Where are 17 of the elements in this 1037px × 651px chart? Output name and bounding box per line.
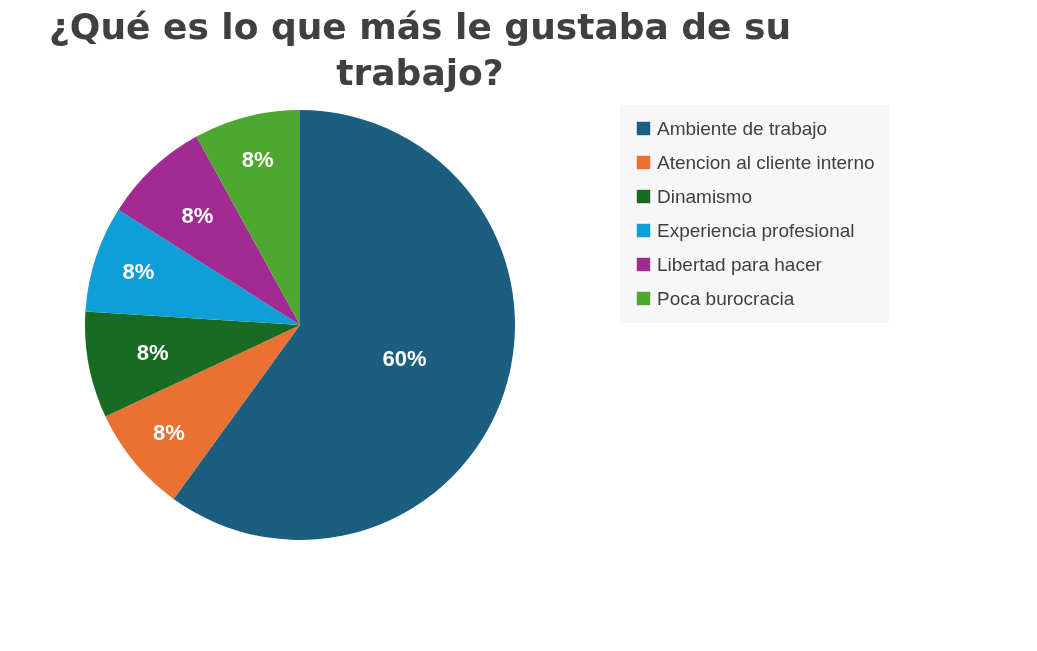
- legend-label: Poca burocracia: [657, 287, 795, 309]
- pie-slice: [85, 209, 300, 325]
- data-label: 8%: [136, 340, 169, 366]
- data-label: 8%: [241, 147, 274, 173]
- legend-label: Libertad para hacer: [657, 253, 823, 275]
- data-label: 8%: [122, 259, 155, 285]
- data-label: 8%: [181, 202, 214, 228]
- chart-title: ¿Qué es lo que más le gustaba de su trabajo?: [48, 6, 792, 93]
- legend-label: Dinamismo: [657, 185, 753, 207]
- pie-slice: [105, 325, 300, 499]
- data-label: 60%: [382, 345, 427, 371]
- legend-label: Experiencia profesional: [657, 219, 855, 241]
- pie-slice: [85, 311, 300, 417]
- legend-label: Atencion al cliente interno: [657, 151, 875, 173]
- data-label: 8%: [153, 420, 185, 446]
- legend-label: Ambiente de trabajo: [657, 117, 828, 139]
- pie-slice: [118, 136, 300, 325]
